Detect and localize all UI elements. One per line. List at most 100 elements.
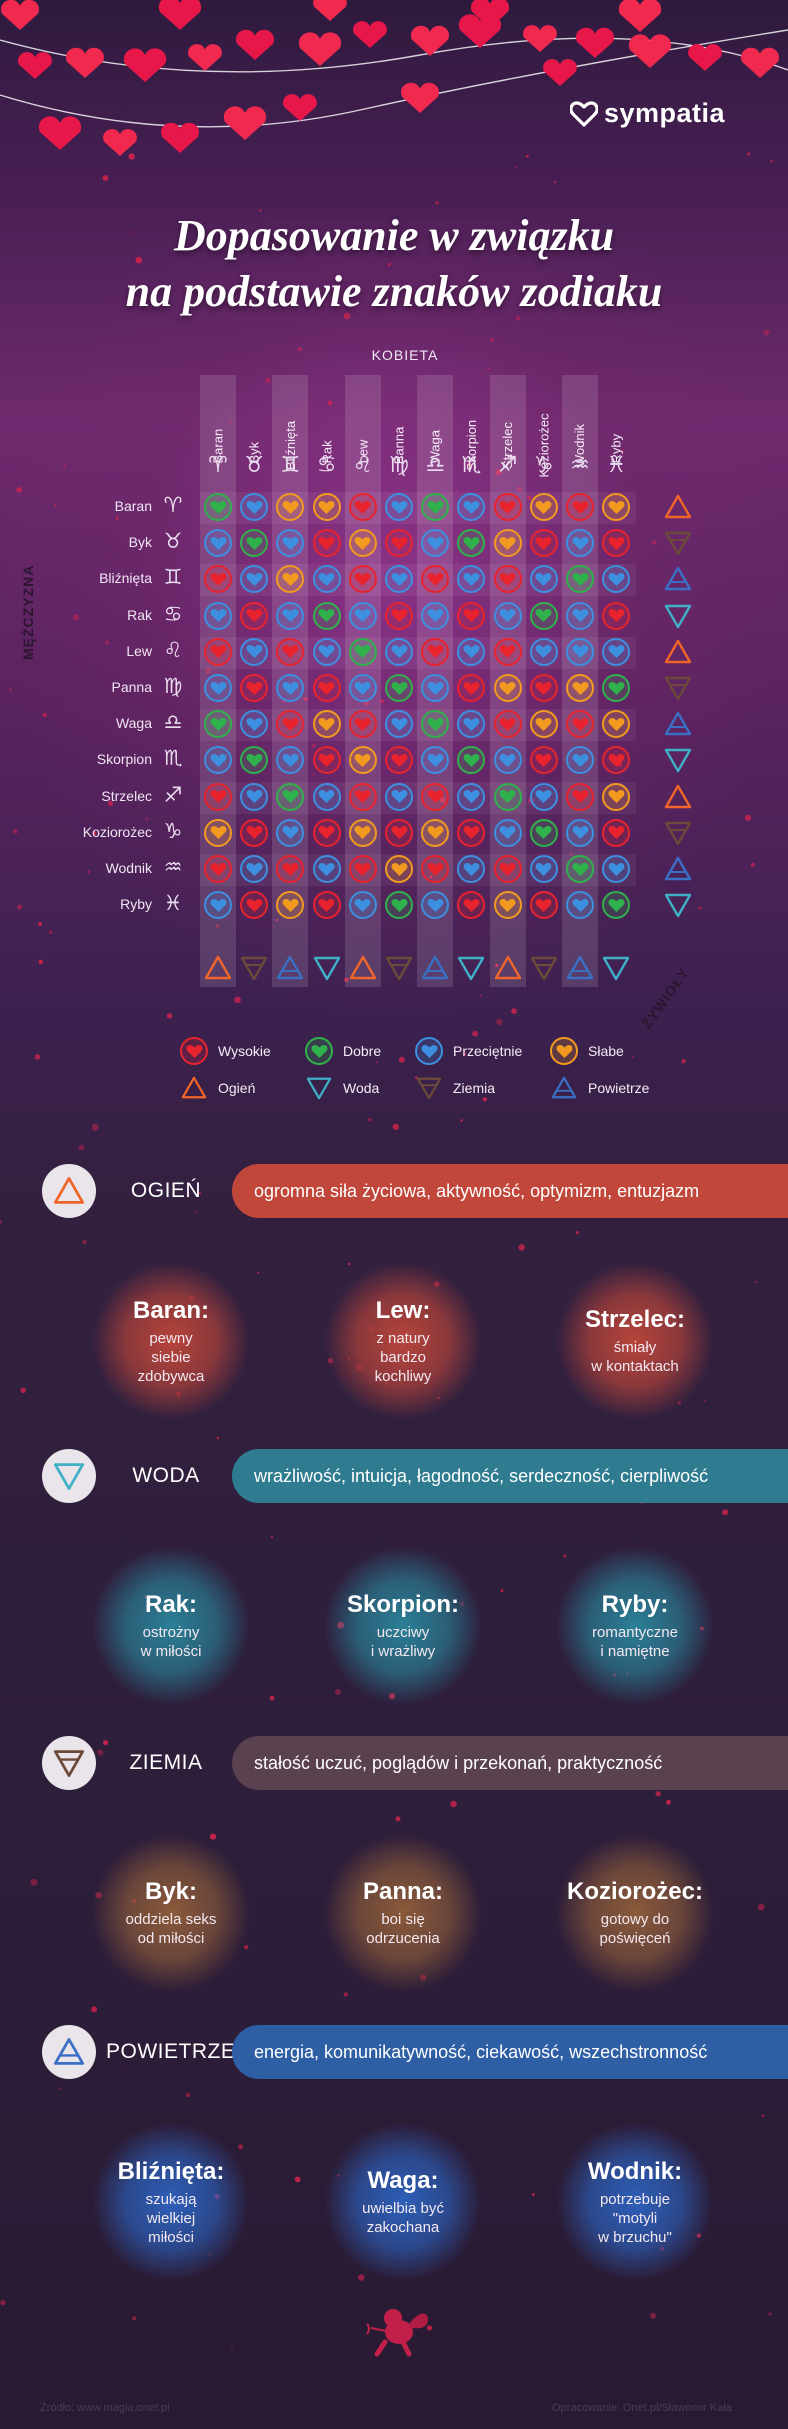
compat-heart-icon [348,782,377,811]
column-header-3: Rak [309,383,345,463]
row-sign-name: Rak [127,606,152,623]
compat-heart-icon [240,565,269,594]
section-traits-bar: wrażliwość, intuicja, łagodność, serdecz… [232,1449,788,1503]
section-name: WODA [132,1464,200,1487]
column-element-powietrze-icon [565,954,595,982]
compat-heart-icon [240,493,269,521]
column-sign-symbol: ♌ [352,452,373,477]
sign-desc-line: bardzo [380,1348,426,1366]
legend-level-O: Słabe [550,1037,624,1065]
compat-heart-icon [493,674,522,702]
column-sign-symbol: ♓ [606,452,627,477]
compat-heart-icon [385,493,413,521]
woda-triangle-icon [305,1075,333,1101]
row-sign-symbol: ♌ [163,638,183,662]
legend-level-G: Dobre [305,1037,381,1065]
row-sign-name: Skorpion [96,751,152,768]
legend-element-ogien: Ogień [180,1075,255,1101]
sign-desc-line: romantyczne [592,1624,678,1641]
compat-heart-icon [421,601,450,630]
column-element-ogien-icon [348,954,378,982]
compat-heart-icon [385,710,413,739]
heart-logo-icon [570,100,598,127]
sign-name: Lew: [375,1296,431,1324]
cupid-icon [366,2309,428,2357]
row-sign-name: Wodnik [105,860,152,876]
sign-name: Strzelec: [584,1306,686,1333]
compat-heart-icon [602,782,631,811]
sign-desc-line: śmiały [613,1339,657,1356]
column-element-ziemia-icon [384,954,414,982]
compat-heart-icon [276,710,305,739]
section-name: POWIETRZE [106,2040,236,2063]
powietrze-triangle-icon [51,2036,87,2068]
column-sign-symbol: ♏ [461,452,482,477]
compat-heart-icon [348,818,377,847]
sign-desc-line: boi się [381,1911,425,1928]
footer-source: Źródło: www.magia.onet.pl [40,2402,170,2414]
sign-desc-line: szukają [145,2190,197,2208]
sign-desc-line: ostrożny [142,1624,200,1641]
elements-axis-label: ŻYWIOŁY [638,964,693,1032]
compat-heart-icon [457,565,486,594]
compat-heart-icon [348,746,377,775]
compat-heart-icon [312,746,341,775]
compat-heart-icon [385,529,413,558]
column-sign-symbol: ♎ [425,452,446,477]
sign-name: Bliźnięta: [117,2157,225,2185]
compat-heart-icon [312,637,341,666]
sign-card: Baran: pewny siebie zdobywca [91,1261,251,1421]
row-sign-symbol: ♏ [163,747,183,771]
sign-desc-line: od miłości [137,1930,205,1947]
compat-heart-icon [204,637,232,666]
row-sign-name: Lew [126,642,152,659]
compat-heart-icon [312,493,341,521]
row-stripe [200,781,636,814]
sign-desc-line: w miłości [140,1643,202,1660]
legend-level-R: Wysokie [180,1037,271,1065]
title-line-2: na podstawie znaków zodiaku [125,267,663,316]
powietrze-triangle-icon [550,1075,578,1101]
section-traits: wrażliwość, intuicja, łagodność, serdecz… [254,1465,709,1486]
footer-credit: Opracowanie: Onet.pl/Sławomir Kała [552,2402,732,2414]
compat-heart-icon [493,855,522,883]
compat-heart-icon [240,891,269,920]
sign-card: Byk: oddziela seks od miłości [91,1833,251,1993]
compat-heart-icon [312,601,341,630]
row-sign-name: Ryby [120,896,152,913]
compat-heart-icon [529,746,558,775]
compat-heart-icon [529,601,558,630]
legend-level-B: Przeciętnie [415,1037,522,1065]
compat-heart-icon [312,891,341,920]
sign-desc-line: w brzuchu" [598,2228,672,2246]
compat-heart-icon [385,637,413,666]
compat-heart-icon [529,782,558,811]
compat-heart-icon [312,782,341,811]
row-element-ogien-icon [663,493,693,521]
brand-logo[interactable]: sympatia [570,98,725,129]
compat-heart-icon [204,601,232,630]
row-sign-symbol: ♉ [163,530,183,554]
compat-heart-icon [276,782,305,811]
section-powietrze-badge [42,2025,96,2079]
column-element-woda-icon [456,954,486,982]
sign-card: Lew: z natury bardzo kochliwy [323,1261,483,1421]
column-sign-symbol: ♋ [316,452,337,477]
row-sign-name: Waga [115,715,152,732]
column-sign-symbol: ♊ [280,452,301,477]
compat-heart-icon [276,891,305,920]
compat-heart-icon [602,493,631,521]
row-sign-name: Panna [111,679,152,695]
compat-heart-icon [204,493,232,521]
row-sign-symbol: ♈ [163,494,183,517]
compat-heart-icon [529,674,558,702]
column-element-woda-icon [601,954,631,982]
compat-heart-icon [240,782,269,811]
compat-heart-icon [240,855,269,883]
section-traits: stałość uczuć, poglądów i przekonań, pra… [254,1752,663,1773]
title-line-1: Dopasowanie w związku [173,211,615,260]
legend-label: Słabe [588,1043,624,1059]
row-stripe [200,709,636,742]
compat-heart-icon [421,710,450,739]
row-element-powietrze-icon [663,855,693,883]
